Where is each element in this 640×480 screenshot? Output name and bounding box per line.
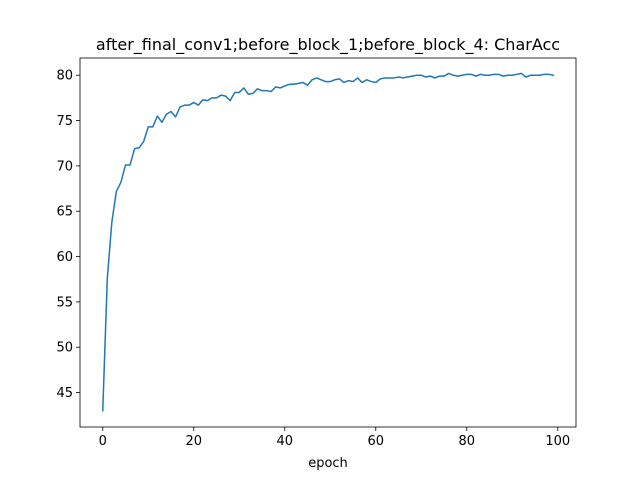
x-tick-label: 20: [185, 434, 202, 449]
axes-frame: [79, 57, 577, 428]
y-tick-label: 45: [56, 386, 73, 401]
x-axis-label: epoch: [308, 456, 348, 471]
y-tick-label: 55: [56, 295, 73, 310]
plot-area: 0 20 40 60 80 100 45 50 55 60 65 70 75 80: [56, 57, 577, 449]
x-tick-label: 0: [99, 434, 107, 449]
chart-title: after_final_conv1;before_block_1;before_…: [96, 35, 560, 55]
x-tick-label: 80: [459, 434, 476, 449]
x-tick-label: 40: [276, 434, 293, 449]
y-tick-label: 75: [56, 114, 73, 129]
x-tick-label: 60: [368, 434, 385, 449]
series-line-0: [101, 72, 555, 412]
y-tick-label: 50: [56, 341, 73, 356]
y-tick-label: 65: [56, 205, 73, 220]
y-tick-label: 60: [56, 250, 73, 265]
y-tick-label: 70: [56, 159, 73, 174]
x-tick-label: 100: [545, 434, 570, 449]
y-tick-label: 80: [56, 69, 73, 84]
